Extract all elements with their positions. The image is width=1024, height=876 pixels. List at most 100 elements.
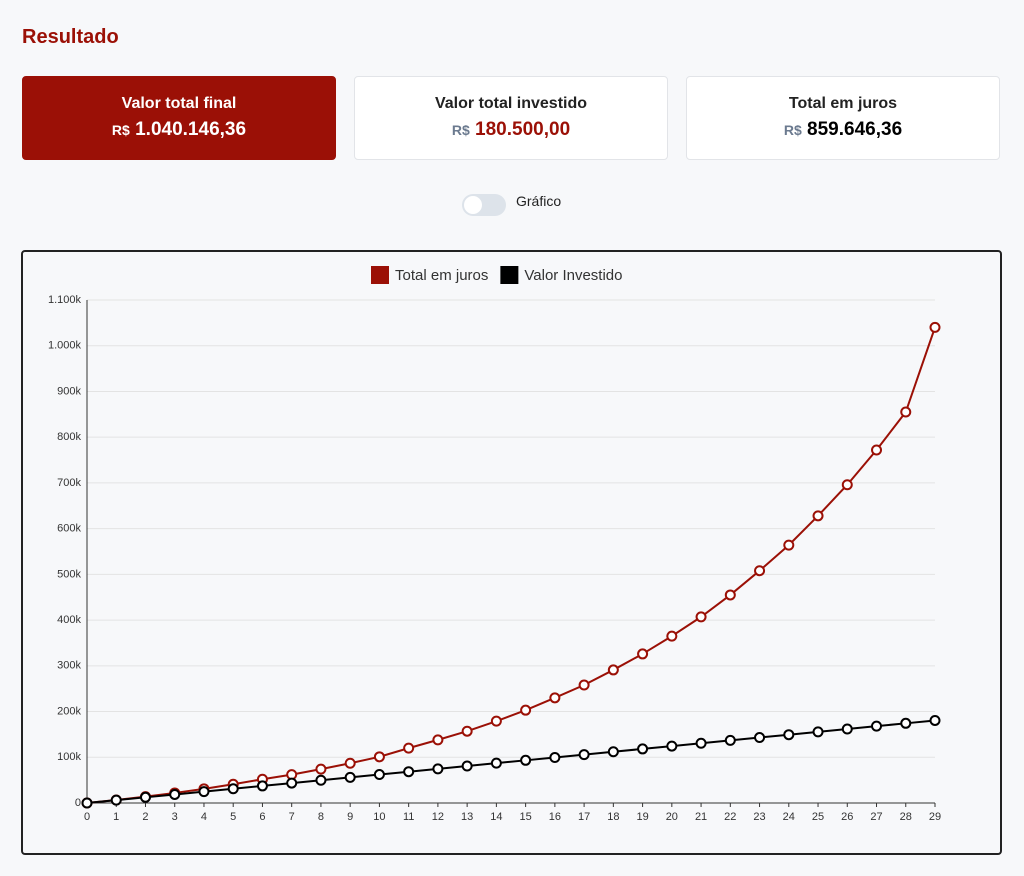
point bbox=[520, 754, 532, 766]
legend-label: Total em juros bbox=[395, 267, 488, 284]
y-tick-label: 300k bbox=[57, 660, 81, 672]
point bbox=[812, 510, 824, 522]
card: Total em juros R$ 859.646,36 bbox=[686, 76, 1000, 160]
x-tick-label: 4 bbox=[201, 811, 207, 823]
x-tick-label: 20 bbox=[666, 811, 678, 823]
point bbox=[373, 751, 385, 763]
point bbox=[198, 786, 210, 798]
point bbox=[695, 737, 707, 749]
point bbox=[900, 406, 912, 418]
x-tick-label: 2 bbox=[142, 811, 148, 823]
chart-frame bbox=[21, 250, 1002, 855]
point bbox=[490, 757, 502, 769]
point bbox=[461, 725, 473, 737]
x-tick-label: 28 bbox=[900, 811, 912, 823]
y-tick-label: 900k bbox=[57, 385, 81, 397]
x-tick-label: 19 bbox=[636, 811, 648, 823]
point bbox=[666, 740, 678, 752]
point bbox=[578, 749, 590, 761]
y-tick-label: 800k bbox=[57, 431, 81, 443]
point bbox=[900, 717, 912, 729]
x-tick-label: 8 bbox=[318, 811, 324, 823]
point bbox=[520, 704, 532, 716]
point bbox=[929, 714, 941, 726]
point bbox=[344, 771, 356, 783]
point bbox=[578, 679, 590, 691]
amount: 180.500,00 bbox=[475, 119, 571, 140]
x-tick-label: 11 bbox=[403, 811, 414, 823]
point bbox=[549, 692, 561, 704]
point bbox=[549, 751, 561, 763]
card-value: R$ 1.040.146,36 bbox=[23, 119, 335, 141]
x-tick-label: 12 bbox=[432, 811, 444, 823]
point bbox=[139, 791, 151, 803]
point bbox=[783, 539, 795, 551]
point bbox=[754, 732, 766, 744]
currency: R$ bbox=[451, 122, 470, 138]
point bbox=[256, 780, 268, 792]
point bbox=[110, 794, 122, 806]
amount: 1.040.146,36 bbox=[135, 119, 247, 140]
point bbox=[373, 769, 385, 781]
point bbox=[81, 797, 93, 809]
point bbox=[783, 729, 795, 741]
point bbox=[871, 720, 883, 732]
toggle-label: Gráfico bbox=[516, 193, 562, 209]
x-tick-label: 13 bbox=[461, 811, 473, 823]
x-tick-label: 17 bbox=[578, 811, 590, 823]
y-tick-label: 700k bbox=[57, 477, 81, 489]
point bbox=[286, 777, 298, 789]
x-tick-label: 6 bbox=[259, 811, 265, 823]
x-tick-label: 25 bbox=[812, 811, 824, 823]
point bbox=[403, 742, 415, 754]
point bbox=[432, 763, 444, 775]
card-label: Valor total final bbox=[121, 95, 237, 112]
x-tick-label: 16 bbox=[549, 811, 561, 823]
point bbox=[432, 734, 444, 746]
x-tick-label: 21 bbox=[695, 811, 707, 823]
title: Resultado bbox=[22, 26, 119, 48]
card: Valor total final R$ 1.040.146,36 bbox=[22, 76, 336, 160]
x-tick-label: 24 bbox=[783, 811, 795, 823]
chart: 0 100k 200k 300k 400k 500k 600k 700k 800k 900k 1.0… bbox=[21, 250, 1002, 855]
point bbox=[666, 630, 678, 642]
point bbox=[841, 479, 853, 491]
point bbox=[637, 743, 649, 755]
y-tick-label: 1.100k bbox=[48, 294, 82, 306]
x-tick-label: 10 bbox=[373, 811, 385, 823]
point bbox=[929, 321, 941, 333]
point bbox=[403, 766, 415, 778]
x-tick-label: 29 bbox=[929, 811, 941, 823]
x-tick-label: 15 bbox=[519, 811, 531, 823]
card-value: R$ 859.646,36 bbox=[687, 119, 999, 141]
y-tick-label: 500k bbox=[57, 568, 81, 580]
point bbox=[637, 648, 649, 660]
x-tick-label: 14 bbox=[490, 811, 502, 823]
point bbox=[315, 763, 327, 775]
toggle[interactable] bbox=[462, 194, 506, 216]
legend-label: Valor Investido bbox=[524, 267, 622, 284]
card-label: Total em juros bbox=[788, 95, 898, 112]
x-tick-label: 23 bbox=[753, 811, 765, 823]
point bbox=[607, 746, 619, 758]
y-tick-label: 200k bbox=[57, 705, 81, 717]
legend-swatch bbox=[371, 266, 389, 284]
x-tick-label: 26 bbox=[841, 811, 853, 823]
y-tick-label: 0 bbox=[75, 797, 81, 809]
amount: 859.646,36 bbox=[807, 119, 903, 140]
x-tick-label: 7 bbox=[289, 811, 295, 823]
x-tick-label: 27 bbox=[870, 811, 882, 823]
point bbox=[315, 774, 327, 786]
y-tick-label: 600k bbox=[57, 523, 81, 535]
currency: R$ bbox=[111, 122, 130, 138]
card-label: Valor total investido bbox=[434, 95, 588, 112]
x-tick-label: 18 bbox=[607, 811, 619, 823]
point bbox=[169, 788, 181, 800]
x-tick-label: 9 bbox=[347, 811, 353, 823]
point bbox=[871, 444, 883, 456]
point bbox=[490, 715, 502, 727]
currency: R$ bbox=[783, 122, 802, 138]
x-tick-label: 3 bbox=[172, 811, 178, 823]
x-tick-label: 5 bbox=[230, 811, 236, 823]
